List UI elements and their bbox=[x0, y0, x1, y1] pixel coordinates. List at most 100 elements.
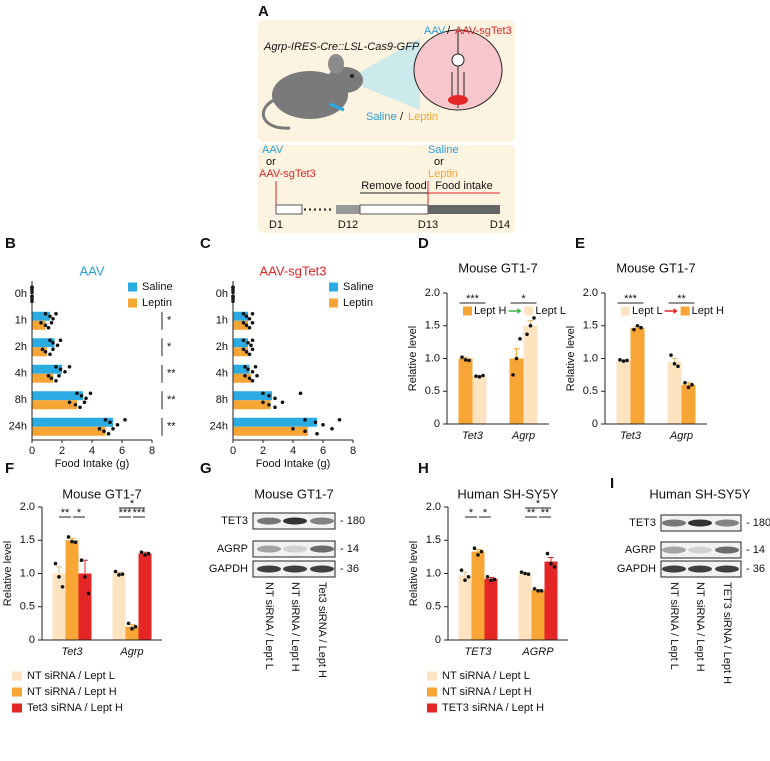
panel-letter: G bbox=[200, 460, 212, 477]
bar bbox=[32, 391, 83, 401]
data-point bbox=[241, 320, 246, 325]
data-point bbox=[106, 431, 111, 436]
data-point bbox=[532, 586, 537, 591]
band bbox=[283, 517, 307, 525]
y-tick-label: 2.0 bbox=[425, 287, 440, 299]
legend-label: Lept H bbox=[474, 305, 506, 317]
data-point bbox=[49, 320, 54, 325]
band bbox=[715, 519, 739, 527]
data-point bbox=[51, 316, 55, 321]
label: Remove food bbox=[361, 180, 426, 192]
data-point bbox=[51, 340, 55, 345]
data-point bbox=[40, 347, 45, 352]
blot-title: Human SH-SY5Y bbox=[649, 486, 750, 501]
bar bbox=[233, 373, 251, 383]
legend-swatch bbox=[463, 306, 472, 316]
panel-letter: B bbox=[5, 235, 16, 252]
data-point bbox=[686, 385, 691, 390]
data-point bbox=[247, 316, 252, 321]
band bbox=[310, 517, 334, 525]
data-point bbox=[143, 553, 147, 557]
bar bbox=[509, 358, 524, 424]
y-tick-label: 0 bbox=[434, 418, 440, 430]
data-point bbox=[523, 571, 527, 576]
band bbox=[283, 545, 307, 553]
blot-title: Mouse GT1-7 bbox=[254, 486, 333, 501]
legend-swatch bbox=[12, 703, 22, 713]
x-tick-label: Tet3 bbox=[462, 430, 484, 442]
data-point bbox=[58, 338, 63, 343]
data-point bbox=[467, 358, 471, 363]
y-tick-label: 2.0 bbox=[20, 501, 35, 513]
timeline-segment bbox=[428, 205, 500, 214]
data-point bbox=[102, 429, 106, 434]
data-point bbox=[463, 358, 468, 362]
bar bbox=[52, 573, 66, 640]
bar bbox=[458, 575, 472, 640]
bar bbox=[32, 400, 77, 410]
lane-label: NT siRNA / Lept H bbox=[694, 582, 706, 672]
bar bbox=[667, 361, 682, 424]
legend-label: Lept L bbox=[632, 305, 663, 317]
band bbox=[662, 546, 686, 554]
data-point bbox=[690, 382, 694, 387]
x-tick-label: Agrp bbox=[511, 430, 535, 442]
significance: ** bbox=[167, 394, 176, 406]
data-point bbox=[298, 391, 303, 396]
data-point bbox=[53, 561, 58, 566]
data-point bbox=[528, 323, 533, 328]
bar bbox=[518, 573, 532, 640]
data-point bbox=[321, 422, 325, 427]
panel-letter: D bbox=[418, 235, 429, 252]
legend-swatch bbox=[680, 306, 690, 316]
blot-strip bbox=[252, 540, 336, 558]
data-point bbox=[67, 364, 72, 369]
bar bbox=[138, 553, 152, 640]
panel-letter: E bbox=[575, 235, 585, 252]
bar bbox=[544, 561, 558, 640]
zoom-cone bbox=[346, 38, 420, 110]
y-tick-label: 1.5 bbox=[425, 320, 440, 332]
significance: * bbox=[521, 293, 526, 305]
data-point bbox=[532, 316, 536, 320]
significance: * bbox=[483, 507, 488, 519]
label: / bbox=[400, 111, 404, 123]
significance: * bbox=[167, 315, 172, 327]
data-point bbox=[43, 349, 48, 354]
data-point bbox=[247, 376, 252, 381]
data-point bbox=[79, 558, 84, 562]
blot-row-label: TET3 bbox=[629, 517, 656, 529]
label: Saline bbox=[366, 111, 397, 123]
data-point bbox=[250, 369, 255, 374]
band bbox=[662, 565, 686, 573]
band bbox=[662, 519, 686, 527]
lane-label: TET3 siRNA / Lept H bbox=[721, 582, 733, 684]
data-point bbox=[48, 338, 52, 343]
y-tick-label: 1.0 bbox=[20, 567, 35, 579]
data-point bbox=[84, 396, 88, 401]
legend-swatch bbox=[12, 671, 22, 681]
legend-label: NT siRNA / Lept L bbox=[27, 670, 115, 682]
data-point bbox=[139, 550, 144, 555]
day-label: D13 bbox=[418, 219, 438, 231]
data-point bbox=[120, 572, 125, 576]
y-tick-label: 2h bbox=[216, 341, 228, 353]
data-point bbox=[472, 546, 477, 551]
brain-ventricle bbox=[451, 53, 465, 67]
label: AAV bbox=[262, 144, 284, 156]
y-axis-label: Relative level bbox=[407, 326, 419, 391]
data-point bbox=[43, 323, 48, 328]
bar bbox=[32, 347, 47, 357]
data-point bbox=[672, 361, 677, 366]
bar bbox=[32, 373, 53, 383]
blot-size-label: - 180 bbox=[340, 515, 365, 527]
data-point bbox=[511, 373, 515, 377]
bar bbox=[125, 626, 139, 640]
data-point bbox=[291, 426, 295, 431]
bar bbox=[523, 325, 538, 424]
data-point bbox=[54, 364, 58, 369]
data-point bbox=[545, 551, 550, 556]
legend-label: Leptin bbox=[142, 297, 172, 309]
data-point bbox=[46, 373, 51, 378]
